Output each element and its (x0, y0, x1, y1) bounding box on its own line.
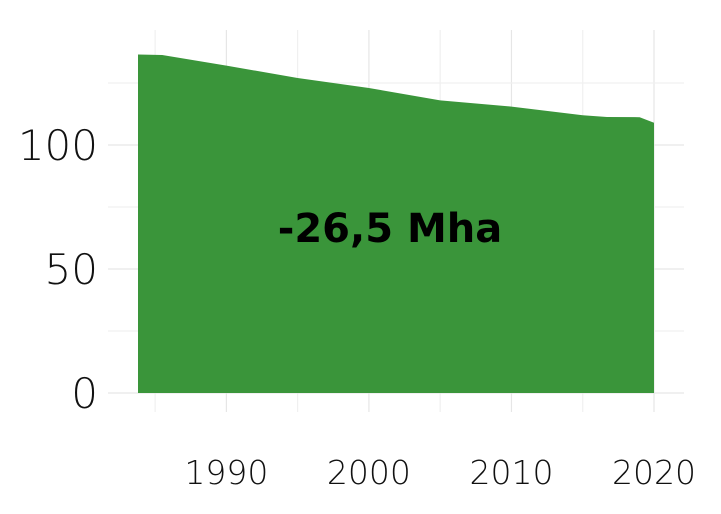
y-tick-label: 50 (45, 245, 98, 294)
x-tick-label: 2010 (469, 453, 553, 492)
x-tick-label: 2020 (612, 453, 696, 492)
y-axis-ticks: 0 50 100 (18, 121, 98, 418)
x-axis-ticks: 1990 2000 2010 2020 (184, 453, 696, 492)
y-tick-label: 100 (18, 121, 98, 170)
y-tick-label: 0 (71, 369, 98, 418)
change-annotation: -26,5 Mha (278, 206, 503, 252)
x-tick-label: 2000 (327, 453, 411, 492)
area-series (138, 54, 654, 393)
x-tick-label: 1990 (184, 453, 268, 492)
